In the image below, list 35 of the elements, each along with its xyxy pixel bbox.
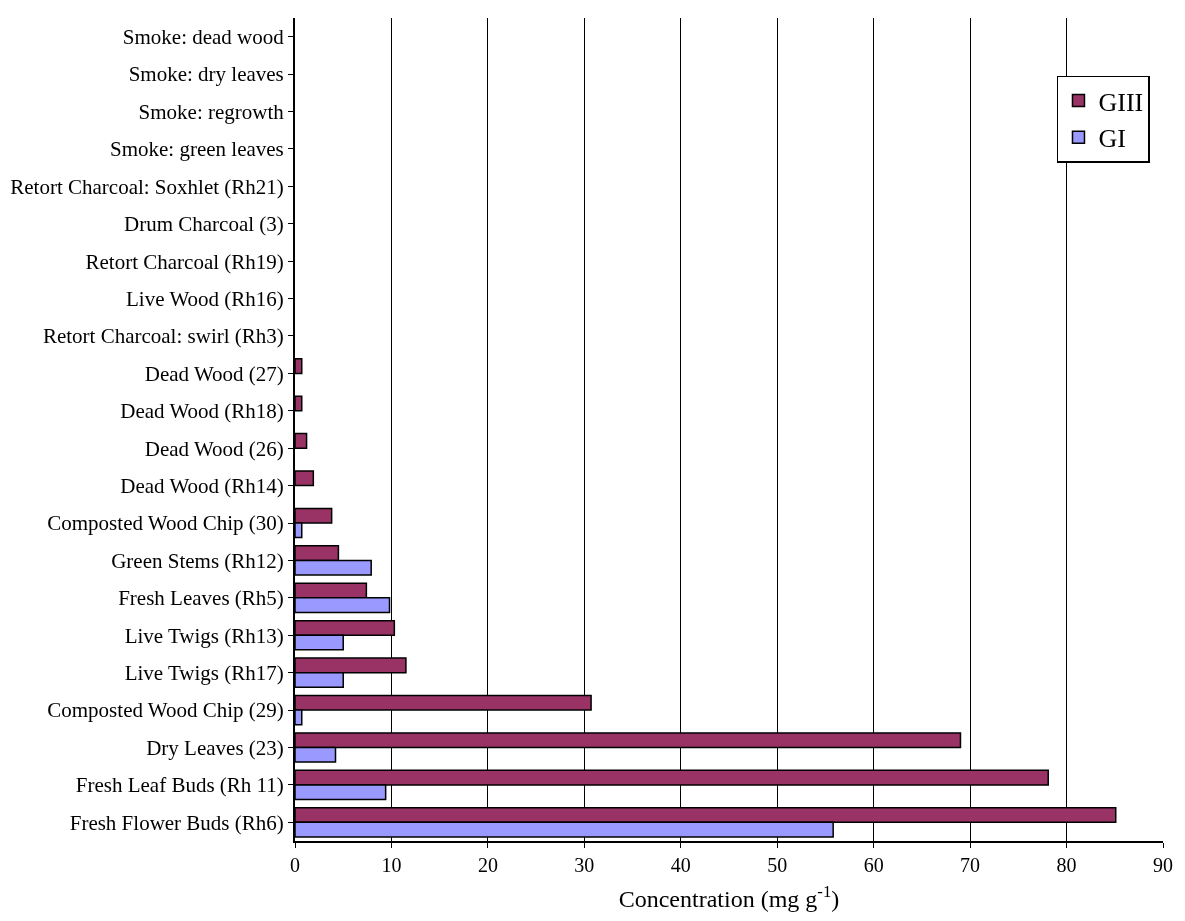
legend-label: GIII <box>1098 87 1144 117</box>
y-tick-label: Retort Charcoal: Soxhlet (Rh21) <box>10 174 284 199</box>
y-tick-label: Dead Wood (Rh14) <box>120 473 284 498</box>
y-tick-label: Dead Wood (Rh18) <box>120 399 284 424</box>
y-tick-label: Dead Wood (26) <box>144 436 284 461</box>
y-tick-label: Smoke: dry leaves <box>128 62 284 87</box>
x-tick-label: 30 <box>574 854 595 876</box>
y-tick-label: Fresh Leaves (Rh5) <box>118 586 284 611</box>
x-tick-label: 10 <box>381 854 402 876</box>
x-tick-label: 40 <box>670 854 691 876</box>
x-tick-label: 50 <box>767 854 788 876</box>
y-tick-label: Drum Charcoal (3) <box>124 212 284 237</box>
x-tick-label: 70 <box>960 854 981 876</box>
y-tick-label: Dry Leaves (23) <box>146 735 284 760</box>
y-tick-label: Dead Wood (27) <box>144 361 284 386</box>
y-tick-label: Green Stems (Rh12) <box>111 548 284 573</box>
y-tick-label: Fresh Flower Buds (Rh6) <box>69 810 284 835</box>
y-tick-label: Smoke: regrowth <box>138 99 285 124</box>
legend-label: GI <box>1098 124 1126 154</box>
y-tick-label: Smoke: dead wood <box>122 25 285 50</box>
x-axis-title: Concentration (mg g$^{-1}$) <box>618 881 840 912</box>
y-tick-label: Smoke: green leaves <box>110 137 284 162</box>
y-tick-label: Live Wood (Rh16) <box>126 286 284 311</box>
y-tick-label: Retort Charcoal (Rh19) <box>85 249 284 274</box>
x-tick-label: 0 <box>290 854 300 876</box>
y-tick-label: Fresh Leaf Buds (Rh 11) <box>75 773 284 798</box>
y-tick-label: Composted Wood Chip (30) <box>47 511 284 536</box>
y-tick-label: Composted Wood Chip (29) <box>47 698 284 723</box>
x-tick-label: 80 <box>1056 854 1077 876</box>
y-tick-label: Retort Charcoal: swirl (Rh3) <box>42 324 284 349</box>
x-tick-label: 90 <box>1153 854 1173 876</box>
x-tick-label: 60 <box>863 854 884 876</box>
y-tick-label: Live Twigs (Rh13) <box>124 623 284 648</box>
y-tick-label: Live Twigs (Rh17) <box>124 661 284 686</box>
x-tick-label: 20 <box>477 854 498 876</box>
